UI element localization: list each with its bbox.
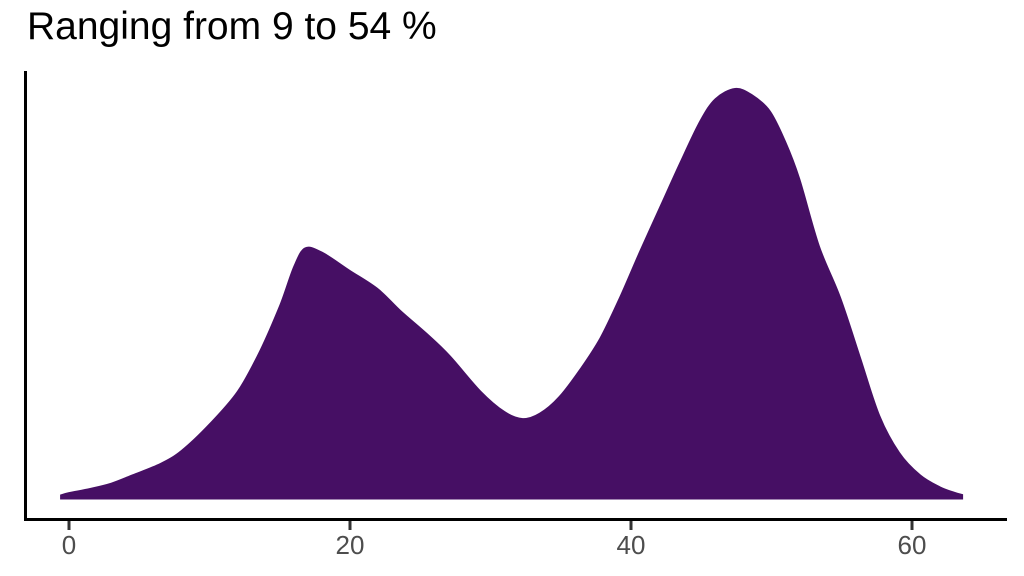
x-axis-tick-label: 40	[616, 530, 646, 560]
chart-title: Ranging from 9 to 54 %	[27, 5, 437, 48]
x-axis-tick-label: 0	[61, 530, 77, 560]
x-axis-tick-label: 20	[335, 530, 365, 560]
x-axis-tick-label: 60	[897, 530, 927, 560]
density-area	[60, 87, 964, 500]
